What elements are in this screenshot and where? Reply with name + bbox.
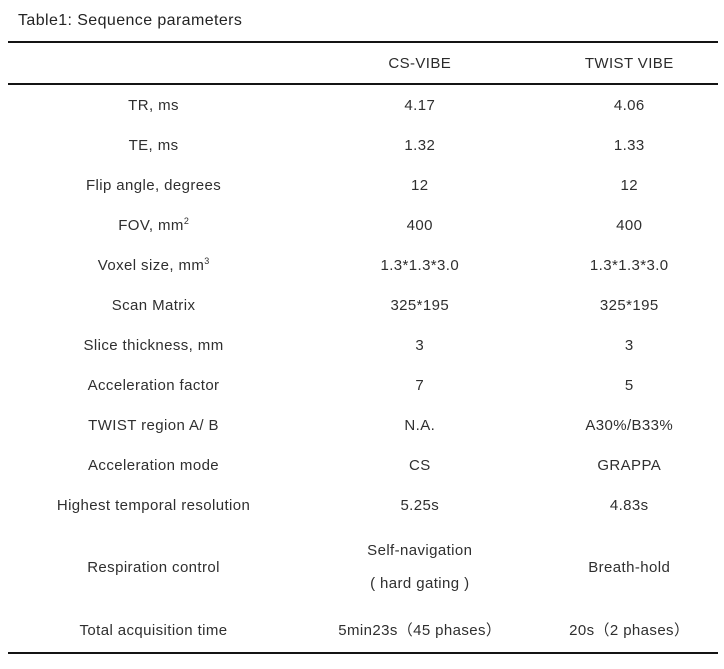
row-label: TR, ms: [128, 96, 179, 114]
row-label: Acceleration mode: [88, 456, 220, 474]
row-label: FOV, mm2: [8, 205, 299, 245]
row-label: TWIST region A/ B: [88, 416, 219, 434]
cell-twist-vibe: 1.3*1.3*3.0: [589, 256, 669, 274]
cell-twist-vibe: 4.06: [613, 96, 645, 114]
table-row-slice-thickness: Slice thickness, mm 3 3: [8, 325, 718, 365]
row-label: Slice thickness, mm: [83, 336, 224, 354]
cell-cs-vibe: 1.3*1.3*3.0: [380, 256, 460, 274]
table-row-twist-region: TWIST region A/ B N.A. A30%/B33%: [8, 405, 718, 445]
cell-twist-vibe: 20s（2 phases）: [569, 622, 690, 639]
table-row-acceleration-mode: Acceleration mode CS GRAPPA: [8, 445, 718, 485]
cell-twist-vibe: 12: [620, 176, 638, 194]
row-label: Flip angle, degrees: [85, 176, 222, 194]
table-row-flip-angle: Flip angle, degrees 12 12: [8, 165, 718, 205]
row-label-text: Voxel size, mm: [97, 256, 205, 274]
cell-twist-vibe: 1.33: [613, 136, 645, 154]
cell-cs-vibe: 5min23s（45 phases）: [338, 622, 502, 639]
row-label: Highest temporal resolution: [56, 496, 251, 514]
cell-line-1: Self-navigation: [367, 542, 473, 559]
cell-cs-vibe: N.A.: [404, 416, 436, 434]
superscript: 2: [183, 215, 189, 226]
superscript: 3: [204, 255, 210, 266]
cell-twist-vibe: 4.83s: [609, 496, 649, 514]
cell-cs-vibe: Self-navigation ( hard gating ): [299, 525, 540, 609]
cell-cs-vibe: 5.25s: [400, 496, 440, 514]
cell-cs-vibe: 400: [406, 216, 433, 234]
table-row-scan-matrix: Scan Matrix 325*195 325*195: [8, 285, 718, 325]
cell-cs-vibe: 3: [415, 336, 425, 354]
cell-twist-vibe: 400: [616, 216, 643, 234]
row-label: Respiration control: [87, 558, 220, 576]
cell-twist-vibe: 5: [624, 376, 634, 394]
cell-twist-vibe: 325*195: [599, 296, 659, 314]
table-row-tr: TR, ms 4.17 4.06: [8, 85, 718, 125]
row-label: TE, ms: [128, 136, 179, 154]
row-label: Voxel size, mm3: [8, 245, 299, 285]
cell-cs-vibe: 7: [415, 376, 425, 394]
col-header-twist-vibe: TWIST VIBE: [584, 54, 674, 72]
table-row-voxel-size: Voxel size, mm3 1.3*1.3*3.0 1.3*1.3*3.0: [8, 245, 718, 285]
cell-twist-vibe: 3: [624, 336, 634, 354]
row-label: Acceleration factor: [87, 376, 220, 394]
row-label-text: FOV, mm: [118, 216, 184, 234]
sequence-parameters-table: CS-VIBE TWIST VIBE TR, ms 4.17 4.06 TE, …: [8, 41, 718, 654]
table-row-respiration-control: Respiration control Self-navigation ( ha…: [8, 525, 718, 609]
header-row: CS-VIBE TWIST VIBE: [8, 43, 718, 85]
col-header-parameter: [8, 43, 299, 83]
table-row-temporal-resolution: Highest temporal resolution 5.25s 4.83s: [8, 485, 718, 525]
cell-twist-vibe: Breath-hold: [588, 558, 671, 576]
cell-cs-vibe: 4.17: [404, 96, 436, 114]
cell-cs-vibe: 12: [411, 176, 429, 194]
table-row-te: TE, ms 1.32 1.33: [8, 125, 718, 165]
cell-cs-vibe: 1.32: [404, 136, 436, 154]
table-row-fov: FOV, mm2 400 400: [8, 205, 718, 245]
cell-cs-vibe: CS: [408, 456, 431, 474]
cell-cs-vibe: 325*195: [390, 296, 450, 314]
row-label: Scan Matrix: [111, 296, 196, 314]
table-row-acquisition-time: Total acquisition time 5min23s（45 phases…: [8, 609, 718, 652]
col-header-cs-vibe: CS-VIBE: [388, 54, 452, 72]
cell-twist-vibe: A30%/B33%: [585, 416, 674, 434]
table-caption: Table1: Sequence parameters: [18, 12, 243, 29]
row-label: Total acquisition time: [79, 622, 228, 639]
cell-line-2: ( hard gating ): [370, 575, 470, 592]
cell-twist-vibe: GRAPPA: [597, 456, 662, 474]
table-row-acceleration-factor: Acceleration factor 7 5: [8, 365, 718, 405]
